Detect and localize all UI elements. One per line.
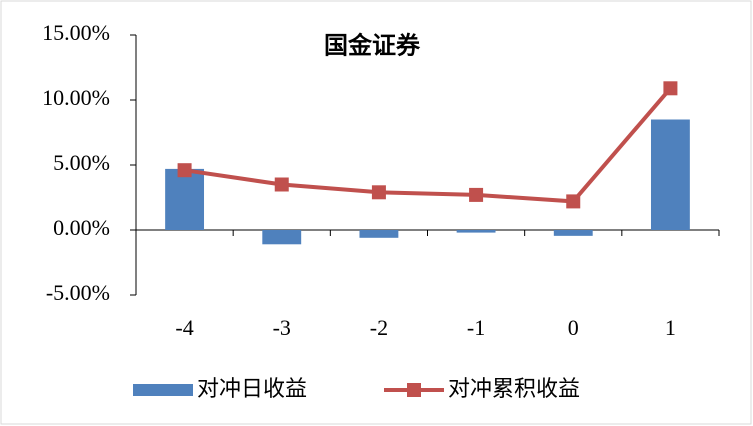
x-tick-label: 1 [665, 315, 676, 340]
chart-title: 国金证券 [324, 32, 421, 60]
line-marker [566, 194, 581, 209]
bar [359, 230, 399, 238]
line-marker [371, 185, 386, 200]
legend-label: 对冲日收益 [197, 377, 307, 402]
line-marker [177, 163, 192, 178]
x-tick-label: -4 [175, 315, 193, 340]
line-marker [274, 177, 289, 192]
x-tick-label: -3 [273, 315, 291, 340]
y-tick-label: 15.00% [42, 20, 110, 45]
line-marker [469, 187, 484, 202]
bar [262, 230, 302, 245]
x-tick-label: -1 [467, 315, 485, 340]
bar [553, 230, 593, 236]
legend-swatch [133, 384, 193, 396]
y-tick-label: 0.00% [53, 215, 110, 240]
bar [456, 230, 496, 233]
legend-label: 对冲累积收益 [448, 377, 580, 402]
line-marker [663, 81, 678, 96]
bar [165, 168, 205, 230]
legend-swatch [407, 383, 421, 397]
x-tick-label: -2 [370, 315, 388, 340]
bar [650, 119, 690, 230]
y-tick-label: -5.00% [46, 280, 110, 305]
y-tick-label: 10.00% [42, 85, 110, 110]
line [184, 86, 672, 204]
x-tick-label: 0 [568, 315, 579, 340]
y-tick-label: 5.00% [53, 150, 110, 175]
